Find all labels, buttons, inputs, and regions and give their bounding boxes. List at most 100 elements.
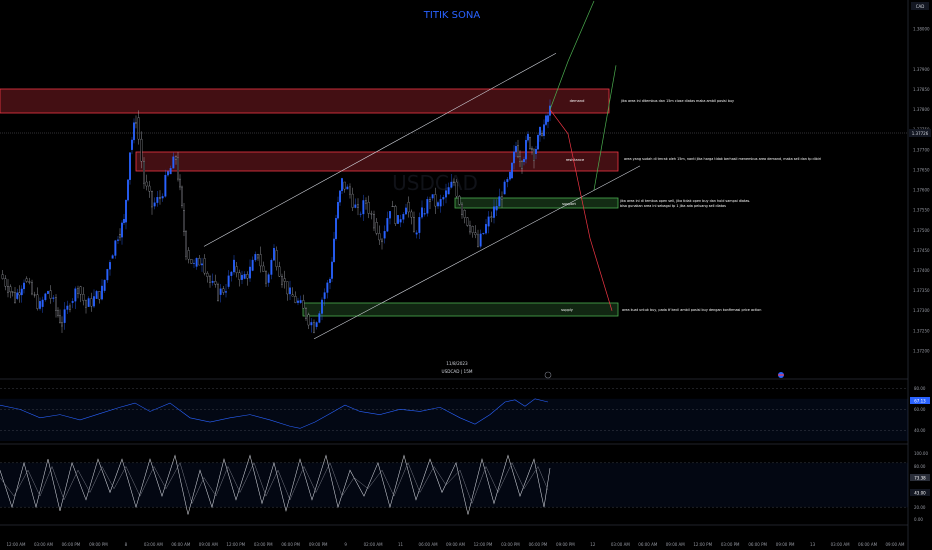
- candle-body: [145, 181, 148, 187]
- candle-body: [286, 281, 289, 295]
- time-tick-label: 9: [344, 542, 347, 547]
- candle-body: [495, 206, 498, 211]
- candle-body: [251, 259, 254, 271]
- candle-body: [378, 233, 381, 241]
- stoch-axis-label: 80.00: [914, 464, 926, 469]
- rsi-axis-label: 60.00: [914, 407, 926, 412]
- candle-body: [367, 201, 370, 214]
- stoch-k-badge: 73.38: [910, 474, 930, 481]
- candle-body: [249, 266, 251, 279]
- stoch-axis-label: 20.00: [914, 505, 926, 510]
- candle-body: [418, 217, 421, 233]
- candle-body: [442, 197, 445, 200]
- candle-body: [217, 284, 219, 301]
- candle-body: [148, 185, 151, 192]
- price-tick-label: 1.38000: [913, 27, 930, 32]
- candle-body: [87, 298, 90, 307]
- candle-body: [175, 156, 177, 160]
- candle-body: [103, 279, 106, 291]
- candle-body: [47, 291, 49, 294]
- stoch-band: [0, 462, 908, 508]
- candle-body: [117, 239, 119, 241]
- time-axis[interactable]: 12:00 AM 03:00 AM 06:00 PM 09:00 PM 8 03:00 A…: [7, 542, 906, 547]
- candle-body: [137, 117, 140, 140]
- zone-demand[interactable]: demand: [0, 88, 610, 114]
- time-tick-label: 13: [810, 542, 816, 547]
- zone-label-resistance: resistance: [566, 158, 585, 162]
- price-tick-label: 1.37500: [913, 228, 930, 233]
- candle-body: [329, 278, 331, 283]
- zone-label-demand: demand: [570, 99, 585, 103]
- zone-label-supply: supply: [561, 308, 574, 312]
- price-tick-label: 1.37900: [913, 67, 930, 72]
- time-tick-label: 09:00 AM: [199, 542, 219, 547]
- candle-body: [127, 179, 129, 201]
- rsi-band: [0, 398, 908, 441]
- candle-body: [254, 254, 257, 261]
- time-tick-label: 12:00 PM: [474, 542, 493, 547]
- channel-lower-line[interactable]: [313, 165, 641, 340]
- candle-body: [159, 197, 161, 200]
- candle-body: [529, 137, 531, 149]
- candle-body: [359, 213, 362, 215]
- time-tick-label: 06:00 PM: [281, 542, 300, 547]
- candle-body: [479, 233, 482, 247]
- candle-body: [302, 300, 305, 309]
- candle-body: [129, 152, 131, 180]
- time-tick-label: 03:00 PM: [501, 542, 520, 547]
- candle-body: [187, 250, 190, 260]
- projection-up-arrow[interactable]: [549, 0, 595, 110]
- candle-body: [450, 181, 453, 188]
- candle-body: [209, 276, 211, 283]
- candle-body: [225, 291, 227, 293]
- candle-body: [370, 213, 373, 215]
- candle-body: [333, 238, 335, 263]
- projection-down-arrow[interactable]: [549, 109, 613, 311]
- time-tick-label: 06:00 AM: [419, 542, 439, 547]
- time-tick-label: 09:00 AM: [446, 542, 466, 547]
- candle-body: [490, 216, 493, 218]
- candle-body: [323, 292, 326, 299]
- zone-supply[interactable]: supply: [302, 302, 619, 317]
- candle-body: [413, 217, 415, 233]
- channel-upper-line[interactable]: [203, 53, 557, 247]
- candle-body: [193, 262, 195, 264]
- projection-up-arrow-2[interactable]: [593, 65, 617, 191]
- price-tick-label: 1.37700: [913, 147, 930, 152]
- candle-body: [93, 296, 95, 307]
- candle-body: [1, 274, 4, 279]
- zone-resistance[interactable]: resistance: [135, 151, 619, 172]
- candle-body: [262, 265, 265, 272]
- time-tick-label: 06:00 PM: [529, 542, 548, 547]
- candle-body: [515, 146, 517, 152]
- candle-body: [506, 179, 509, 183]
- candle-body: [18, 292, 21, 296]
- candle-body: [214, 281, 217, 285]
- candle-body: [211, 281, 214, 283]
- stoch-axis-label: 0.00: [914, 517, 923, 522]
- candle-body: [453, 181, 455, 183]
- candle-body: [482, 233, 485, 235]
- candle-body: [235, 266, 238, 273]
- time-tick-label: 09:00 PM: [776, 542, 795, 547]
- candle-body: [315, 322, 318, 327]
- candle-body: [445, 190, 447, 198]
- time-tick-label: 09:00 PM: [89, 542, 108, 547]
- candle-body: [299, 300, 302, 303]
- candle-body: [386, 218, 389, 232]
- go-to-realtime-icon[interactable]: [544, 371, 552, 379]
- candle-body: [9, 286, 12, 293]
- svg-text:67.13: 67.13: [914, 399, 926, 404]
- candle-body: [85, 300, 87, 308]
- candle-body: [539, 126, 541, 136]
- candle-body: [44, 293, 47, 301]
- time-tick-label: 03:00 PM: [254, 542, 273, 547]
- price-tick-label: 1.37800: [913, 107, 930, 112]
- candle-body: [238, 272, 241, 280]
- candle-body: [461, 204, 463, 216]
- candle-body: [140, 138, 143, 162]
- candle-body: [243, 274, 246, 279]
- zone-support[interactable]: support: [454, 197, 619, 209]
- candle-body: [335, 218, 337, 240]
